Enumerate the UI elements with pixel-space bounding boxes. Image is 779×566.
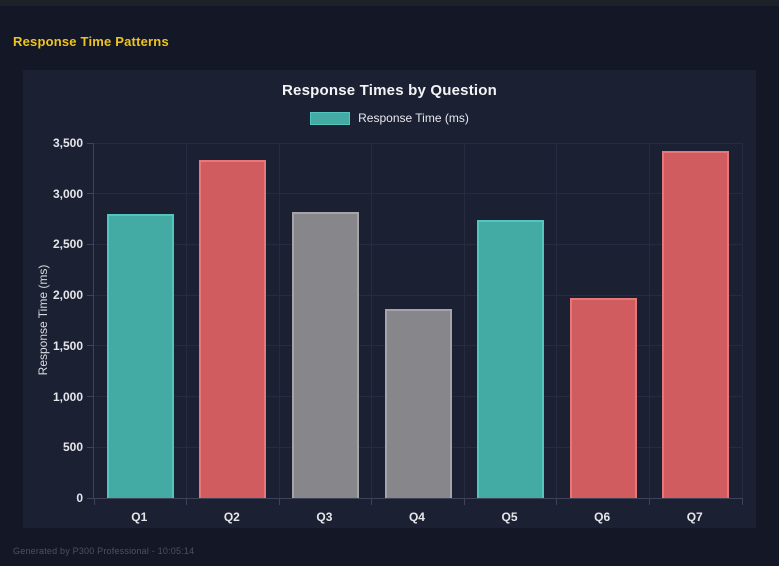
bar-Q3[interactable] xyxy=(291,211,359,498)
v-gridline xyxy=(463,143,465,498)
x-tick-label: Q2 xyxy=(223,510,240,524)
y-tick-mark xyxy=(87,243,94,245)
legend-swatch-icon xyxy=(310,111,351,125)
chart-panel: Response Times by Question Response Time… xyxy=(23,70,756,528)
y-tick-mark xyxy=(87,497,94,499)
page-title: Response Time Patterns xyxy=(13,34,169,49)
x-tick-label: Q6 xyxy=(594,510,611,524)
h-gridline xyxy=(94,142,742,144)
y-axis-tick-labels: 0 500 1,000 1,500 2,000 2,500 3,000 3,500 xyxy=(23,136,83,505)
x-tick-label: Q3 xyxy=(316,510,333,524)
y-tick-label: 3,500 xyxy=(52,136,83,150)
y-tick-label: 3,000 xyxy=(52,186,83,201)
y-tick-mark xyxy=(87,345,94,347)
h-gridline xyxy=(94,294,742,296)
v-gridline xyxy=(556,143,558,498)
y-tick-label: 500 xyxy=(62,440,83,455)
x-tick-label: Q5 xyxy=(501,510,518,524)
x-tick-mark xyxy=(93,498,95,505)
top-bar xyxy=(0,0,779,6)
y-tick-mark xyxy=(87,294,94,296)
plot-area xyxy=(87,142,743,505)
x-tick-label: Q4 xyxy=(408,510,425,524)
v-gridline xyxy=(741,143,743,498)
v-gridline xyxy=(371,143,373,498)
y-tick-label: 2,500 xyxy=(52,237,83,252)
x-tick-mark xyxy=(556,498,558,505)
footer-note: Generated by P300 Professional - 10:05:1… xyxy=(13,546,195,556)
y-tick-mark xyxy=(87,142,94,144)
x-tick-label: Q1 xyxy=(131,510,148,524)
y-tick-label: 1,500 xyxy=(52,338,83,353)
y-tick-mark xyxy=(87,446,94,448)
legend[interactable]: Response Time (ms) xyxy=(23,110,756,126)
y-tick-label: 1,000 xyxy=(52,389,83,404)
legend-label: Response Time (ms) xyxy=(358,111,469,125)
chart-title: Response Times by Question xyxy=(282,82,497,99)
y-tick-mark xyxy=(87,396,94,398)
x-tick-mark xyxy=(371,498,373,505)
bar-Q1[interactable] xyxy=(106,214,174,498)
bar-Q6[interactable] xyxy=(569,298,637,498)
bar-Q4[interactable] xyxy=(384,309,452,498)
v-gridline xyxy=(648,143,650,498)
x-tick-label: Q7 xyxy=(686,510,703,524)
v-gridline xyxy=(186,143,188,498)
bar-Q2[interactable] xyxy=(199,160,267,498)
x-axis-tick-labels: Q1 Q2 Q3 Q4 Q5 Q6 Q7 xyxy=(93,510,741,526)
y-tick-label: 2,000 xyxy=(52,288,83,303)
y-tick-mark xyxy=(87,193,94,195)
v-gridline xyxy=(278,143,280,498)
x-tick-mark xyxy=(648,498,650,505)
y-tick-label: 0 xyxy=(76,491,83,505)
bar-Q5[interactable] xyxy=(477,220,545,498)
h-gridline xyxy=(94,193,742,195)
x-tick-mark xyxy=(741,498,743,505)
h-gridline xyxy=(94,243,742,245)
bar-Q7[interactable] xyxy=(662,151,730,498)
x-tick-mark xyxy=(186,498,188,505)
x-tick-mark xyxy=(278,498,280,505)
x-tick-mark xyxy=(463,498,465,505)
